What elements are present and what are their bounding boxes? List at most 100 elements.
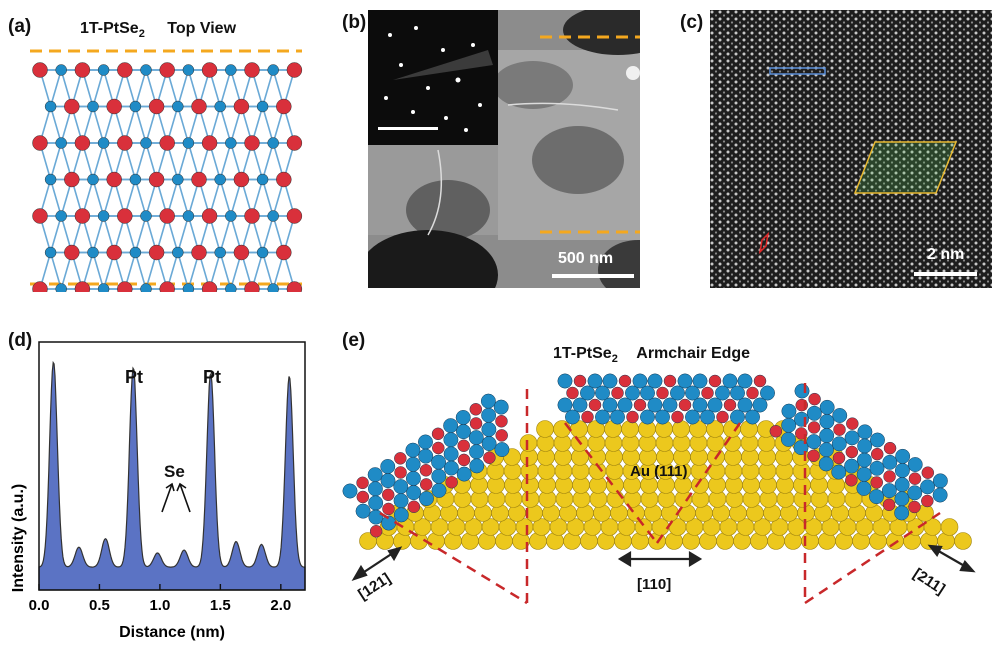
se-atom	[760, 385, 775, 401]
panel-d-label: (d)	[8, 330, 33, 351]
pt-atom	[457, 453, 471, 467]
panel-e-formula: 1T-PtSe	[553, 345, 612, 362]
pt-atom	[201, 281, 218, 292]
se-atom	[355, 503, 371, 519]
pt-atom	[618, 374, 632, 388]
pt-atom	[32, 135, 48, 151]
pt-atom	[117, 135, 133, 151]
pt-atom	[356, 476, 369, 490]
panel-e-edge: Armchair Edge	[636, 345, 751, 362]
pt-atom	[394, 452, 407, 465]
se-atom	[443, 418, 459, 434]
pt-atom	[921, 466, 935, 479]
se-atom	[752, 397, 768, 413]
se-atom	[393, 507, 409, 523]
au-atom	[672, 420, 690, 438]
se-atom	[565, 409, 580, 425]
substrate-label: Au (111)	[630, 463, 688, 480]
se-atom	[610, 409, 625, 425]
pt-atom	[233, 244, 250, 261]
se-atom	[730, 385, 745, 401]
se-atom	[172, 246, 184, 259]
se-atom	[342, 483, 358, 499]
se-atom	[405, 456, 421, 472]
se-atom	[214, 100, 226, 113]
se-atom	[794, 411, 809, 427]
pt-atom	[286, 208, 303, 224]
pt-atom	[807, 421, 821, 434]
pt-atom	[701, 386, 714, 400]
pt-atom	[633, 398, 647, 412]
diffraction-inset	[368, 10, 498, 145]
se-atom	[856, 480, 872, 496]
se-atom	[895, 448, 911, 464]
se-atom	[894, 477, 910, 493]
se-atom	[129, 246, 142, 259]
pt-atom	[445, 475, 458, 489]
se-atom	[831, 464, 847, 480]
se-atom	[480, 393, 496, 409]
se-atom	[214, 173, 226, 186]
se-atom	[419, 491, 434, 507]
se-atom	[655, 409, 670, 425]
se-atom	[685, 409, 700, 425]
tem-image	[368, 10, 640, 288]
pt-atom	[495, 429, 508, 442]
se-atom	[894, 491, 910, 507]
pt-atom	[419, 464, 433, 477]
se-atom	[431, 468, 447, 484]
se-atom	[456, 424, 471, 440]
se-atom	[469, 458, 485, 474]
x-tick-label: 0.5	[89, 597, 110, 614]
pt-atom	[495, 415, 508, 428]
se-atom	[647, 373, 663, 389]
se-atom	[640, 409, 655, 425]
se-atom	[894, 505, 910, 521]
pt-atom	[191, 98, 207, 115]
se-atom	[617, 397, 633, 413]
se-atom	[869, 460, 885, 476]
se-atom	[632, 373, 648, 389]
se-atom	[907, 457, 923, 472]
se-atom	[856, 452, 872, 468]
se-atom	[602, 397, 618, 413]
pt-atom	[432, 441, 445, 455]
pt-atom	[808, 392, 821, 406]
se-atom	[367, 467, 383, 483]
stem-scalebar	[914, 272, 977, 276]
se-atom	[580, 385, 595, 401]
panel-a-title: 1T-PtSe2 Top View	[80, 20, 236, 40]
stem-scalebar-label: 2 nm	[927, 246, 965, 263]
pt-atom	[581, 410, 594, 424]
se-atom	[932, 487, 948, 503]
se-atom	[225, 64, 237, 76]
se-atom	[745, 409, 760, 425]
se-atom	[182, 283, 195, 292]
pt-atom	[32, 62, 48, 78]
x-tick-label: 1.0	[149, 597, 170, 614]
se-atom	[715, 385, 730, 401]
se-atom	[707, 397, 723, 413]
panel-e-title: 1T-PtSe2 Armchair Edge	[553, 345, 750, 365]
se-atom	[806, 405, 822, 421]
direction-arrows	[351, 544, 976, 581]
ptse2-flake-center	[557, 373, 775, 425]
pt-atom	[746, 386, 759, 400]
peak-label-pt-1: Pt	[125, 367, 143, 387]
se-atom	[856, 466, 872, 482]
pt-atom	[753, 374, 767, 388]
se-atom	[730, 409, 745, 425]
se-atom	[140, 210, 152, 222]
line-profile-box	[769, 67, 826, 75]
au-atom	[519, 434, 538, 452]
se-atom	[781, 403, 797, 419]
se-atom	[267, 64, 279, 76]
ptse2-flake-left	[342, 393, 510, 538]
se-atom	[869, 489, 884, 505]
se-atom	[97, 64, 110, 76]
se-atom	[640, 385, 655, 401]
pt-atom	[276, 244, 292, 261]
red-dashed-guides	[379, 383, 941, 605]
se-atom	[481, 421, 497, 437]
pt-atom	[369, 525, 383, 538]
